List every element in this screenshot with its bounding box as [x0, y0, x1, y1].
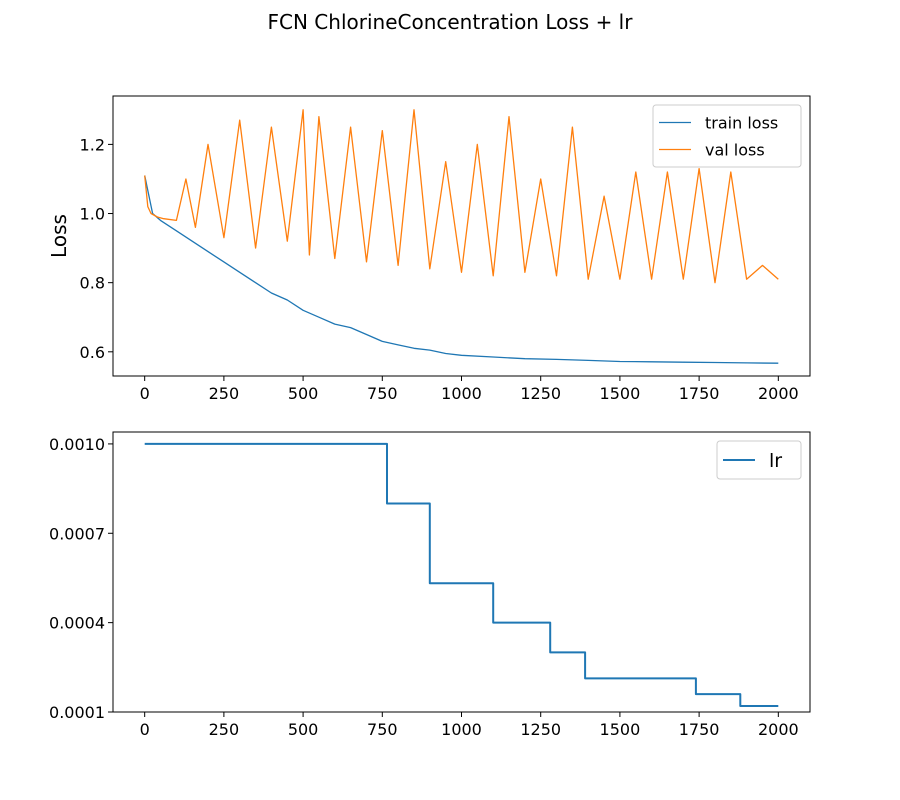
train-loss-legend-label: train loss — [705, 113, 778, 132]
lr-y-tick-label: 0.0001 — [49, 703, 105, 722]
loss-x-tick-label: 1500 — [600, 384, 641, 403]
lr-plot-frame — [112, 431, 811, 713]
loss-x-tick-label: 2000 — [758, 384, 799, 403]
lr-x-tick-label: 250 — [209, 720, 240, 739]
loss-y-tick-label: 1.0 — [80, 205, 105, 224]
loss-x-tick-label: 500 — [288, 384, 319, 403]
loss-y-tick-label: 0.6 — [80, 343, 105, 362]
lr-panel: 0 250 500 750 1000 1250 1500 1750 2000 0.0001 0.0… — [49, 431, 811, 739]
lr-x-tick-label: 1500 — [600, 720, 641, 739]
loss-legend: train loss val loss — [652, 104, 802, 168]
lr-line — [144, 442, 779, 707]
loss-legend-box — [652, 104, 802, 168]
lr-x-tick-label: 2000 — [758, 720, 799, 739]
loss-y-axis-label: Loss — [47, 214, 71, 258]
lr-y-tick-label: 0.0004 — [49, 614, 105, 633]
loss-x-tick-label: 750 — [367, 384, 398, 403]
lr-y-tick-label: 0.0007 — [49, 524, 105, 543]
lr-legend: lr — [716, 440, 802, 480]
loss-y-tick-label: 1.2 — [80, 135, 105, 154]
lr-x-tick-label: 750 — [367, 720, 398, 739]
lr-x-tick-label: 1750 — [679, 720, 720, 739]
val-loss-legend-label: val loss — [705, 140, 765, 159]
loss-x-tick-label: 1000 — [441, 384, 482, 403]
lr-y-tick-label: 0.0010 — [49, 435, 105, 454]
lr-x-tick-label: 500 — [288, 720, 319, 739]
loss-x-tick-label: 1250 — [520, 384, 561, 403]
loss-y-tick-label: 0.8 — [80, 274, 105, 293]
lr-legend-box — [716, 440, 802, 480]
val-loss-line — [144, 109, 779, 284]
loss-x-tick-label: 250 — [209, 384, 240, 403]
loss-x-tick-label: 0 — [140, 384, 150, 403]
lr-x-tick-label: 0 — [140, 720, 150, 739]
loss-panel: 0 250 500 750 1000 1250 1500 1750 2000 0.6 0.8 1.0… — [47, 95, 811, 403]
lr-x-tick-label: 1250 — [520, 720, 561, 739]
train-loss-line — [144, 175, 779, 364]
figure-title: FCN ChlorineConcentration Loss + lr — [267, 10, 633, 34]
lr-x-tick-label: 1000 — [441, 720, 482, 739]
loss-x-tick-label: 1750 — [679, 384, 720, 403]
lr-legend-label: lr — [769, 450, 782, 472]
